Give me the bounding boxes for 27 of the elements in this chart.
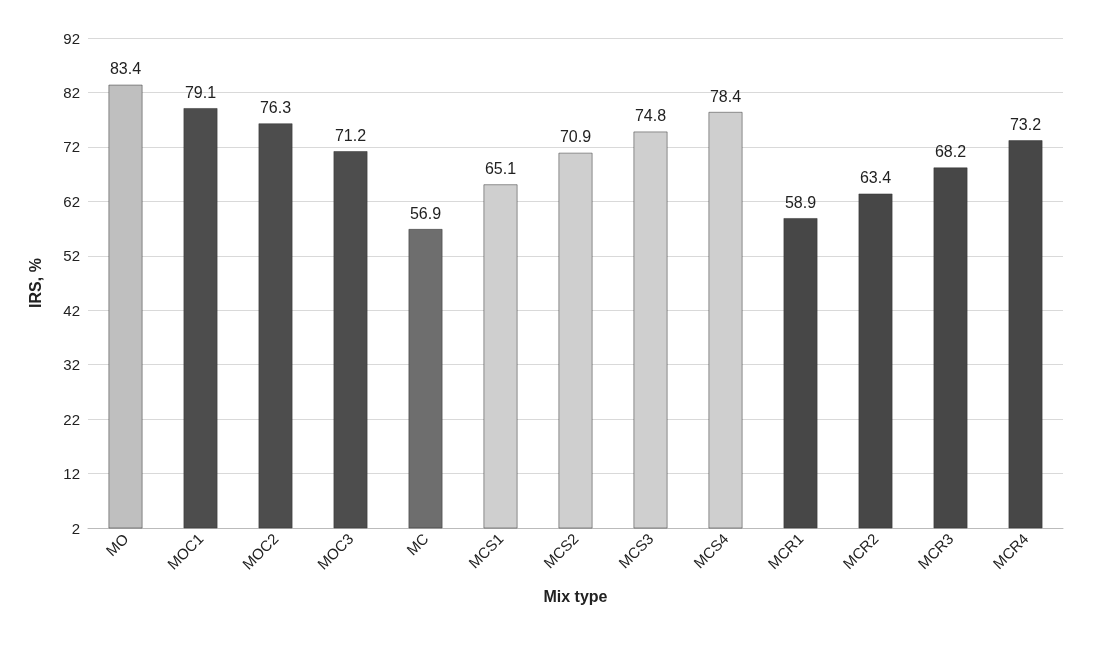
y-tick-label: 92 [63,29,80,47]
y-tick-label: 62 [63,192,80,210]
data-label: 74.8 [634,107,667,125]
x-tick-label: MO [102,529,132,560]
data-label: 71.2 [334,126,367,144]
x-tick-label: MC [403,529,432,559]
data-label: 83.4 [109,60,142,78]
data-label: 73.2 [1009,115,1042,133]
data-label: 76.3 [259,98,292,116]
y-tick-label: 42 [63,301,80,319]
x-axis-title: Mix type [543,587,608,605]
data-label: 68.2 [934,143,967,161]
y-tick-label: 2 [71,519,80,537]
y-tick-label: 32 [63,356,80,374]
data-label: 65.1 [484,159,517,177]
y-tick-label: 12 [63,465,80,483]
y-tick-label: 52 [63,247,80,265]
data-label: 70.9 [559,128,592,146]
data-label: 79.1 [184,83,217,101]
y-tick-label: 22 [63,410,80,428]
y-tick-label: 72 [63,138,80,156]
y-tick-label: 82 [63,83,80,101]
data-label: 78.4 [709,87,742,105]
data-label: 63.4 [859,169,892,187]
data-label: 58.9 [784,193,817,211]
y-axis-title: IRS, % [26,258,44,308]
data-label: 56.9 [409,204,442,222]
